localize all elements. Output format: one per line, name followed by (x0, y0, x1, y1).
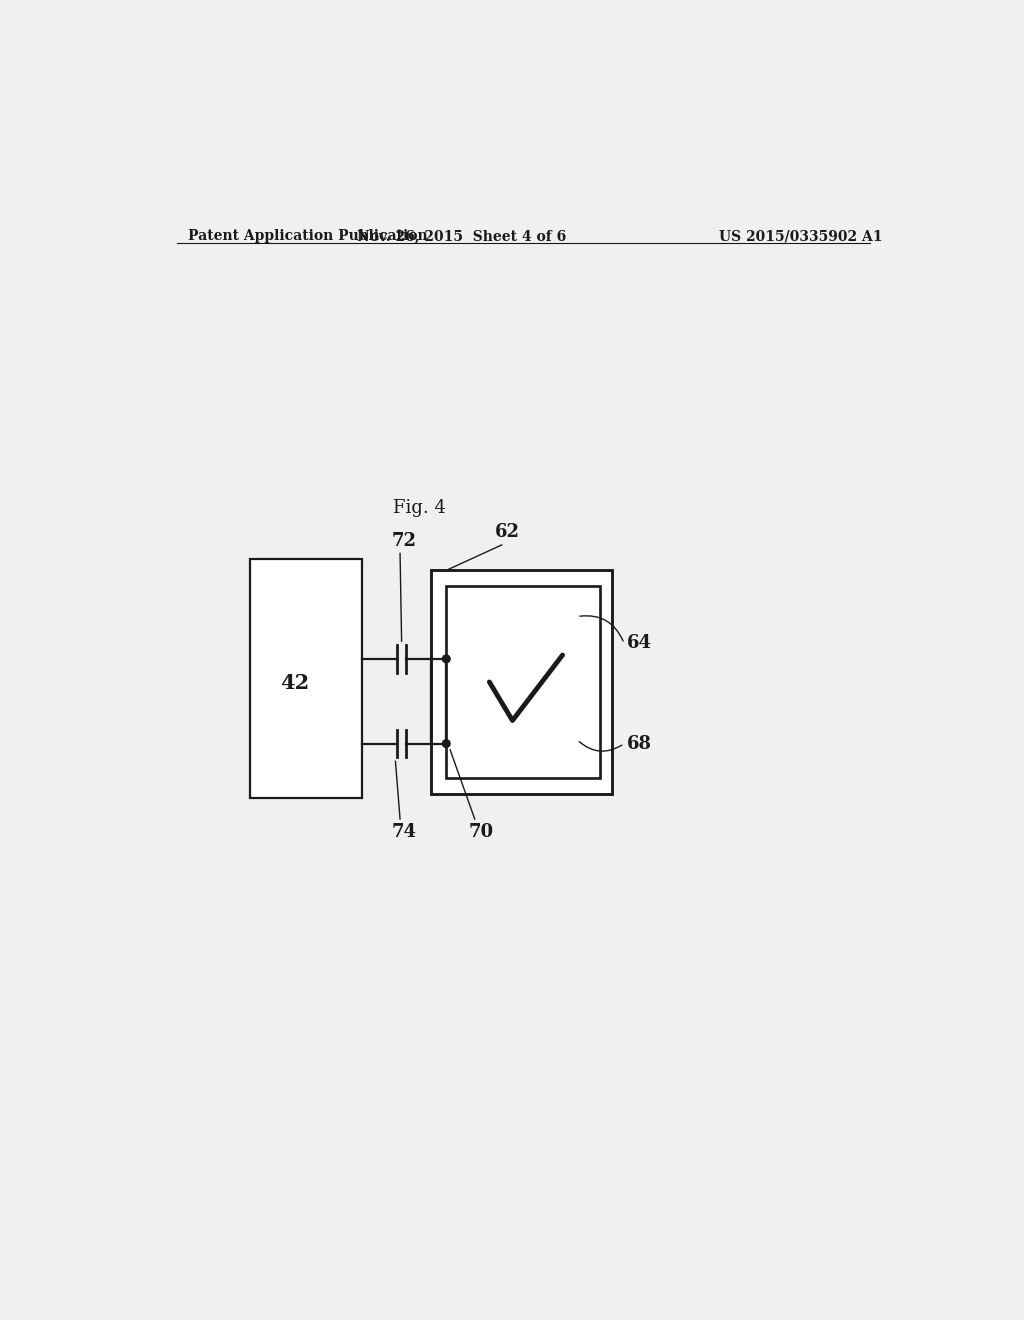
Text: Fig. 4: Fig. 4 (393, 499, 445, 516)
Text: 64: 64 (628, 635, 652, 652)
Text: Patent Application Publication: Patent Application Publication (188, 230, 428, 243)
Circle shape (442, 655, 451, 663)
Bar (250, 558, 361, 797)
Text: US 2015/0335902 A1: US 2015/0335902 A1 (719, 230, 883, 243)
Text: 68: 68 (628, 735, 652, 752)
Text: 42: 42 (280, 673, 309, 693)
Text: 72: 72 (391, 532, 417, 549)
Bar (446, 586, 600, 779)
Text: 62: 62 (496, 523, 520, 541)
Text: 74: 74 (391, 822, 417, 841)
Text: Nov. 26, 2015  Sheet 4 of 6: Nov. 26, 2015 Sheet 4 of 6 (357, 230, 566, 243)
Bar (431, 570, 611, 793)
Text: 70: 70 (468, 822, 494, 841)
Circle shape (442, 739, 451, 747)
